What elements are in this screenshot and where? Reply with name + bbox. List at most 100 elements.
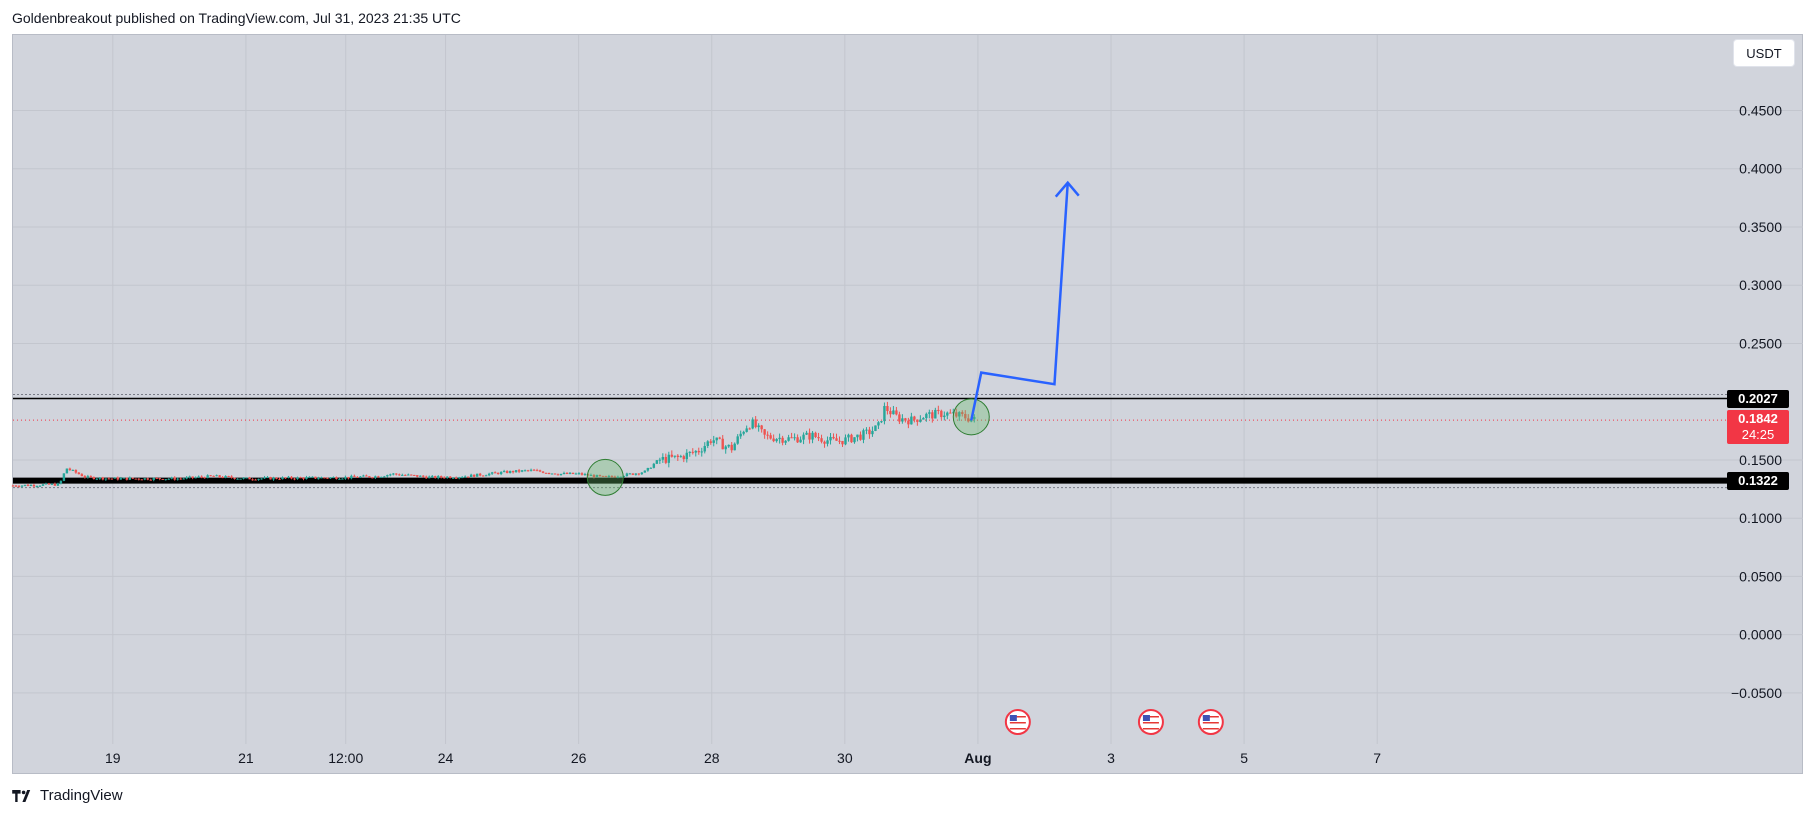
chart-pane[interactable]: [12, 34, 1803, 774]
candle-body: [523, 470, 527, 472]
candle-body: [670, 454, 674, 457]
candle-body: [877, 422, 880, 426]
candle-body: [631, 473, 635, 475]
candle-body: [682, 456, 685, 460]
candle-body: [164, 479, 167, 481]
candle-body: [943, 415, 946, 418]
y-tick-label: 0.3000: [1739, 277, 1782, 293]
candle-body: [350, 475, 353, 479]
candle-body: [410, 474, 413, 476]
candle-body: [718, 437, 721, 439]
candle-body: [284, 477, 287, 479]
candle-body: [80, 474, 84, 477]
candle-body: [703, 445, 706, 452]
candle-body: [676, 455, 679, 457]
candle-body: [655, 460, 659, 464]
candle-body: [802, 434, 805, 440]
candle-body: [892, 410, 895, 415]
candle-body: [640, 472, 644, 475]
candle-body: [239, 478, 242, 480]
y-tick-label: 0.4500: [1739, 102, 1782, 118]
candle-body: [137, 478, 140, 480]
candle-body: [643, 470, 647, 473]
x-tick-label: 24: [438, 750, 454, 766]
candle-body: [173, 477, 176, 480]
candle-body: [155, 477, 158, 479]
candle-body: [362, 475, 365, 477]
candle-body: [149, 479, 152, 481]
candle-body: [511, 470, 515, 473]
candle-body: [317, 478, 320, 480]
candle-body: [245, 477, 248, 479]
candle-body: [110, 478, 114, 480]
candle-body: [544, 472, 548, 474]
candle-body: [514, 470, 518, 473]
candle-body: [62, 473, 66, 481]
candle-body: [146, 478, 149, 480]
candle-body: [529, 469, 533, 471]
candle-body: [314, 476, 317, 479]
candle-body: [469, 474, 473, 478]
candle-body: [41, 484, 45, 486]
candle-body: [475, 473, 479, 477]
candle-body: [928, 412, 931, 414]
candle-body: [56, 483, 60, 486]
candle-body: [116, 477, 120, 480]
candle-body: [715, 437, 718, 441]
candle-body: [401, 474, 404, 476]
candle-body: [538, 470, 542, 472]
candle-body: [649, 467, 653, 469]
candle-body: [293, 478, 296, 480]
arrow-head-icon: [1054, 180, 1080, 198]
candle-body: [664, 456, 668, 463]
candle-body: [71, 469, 75, 471]
candle-body: [871, 430, 874, 435]
candle-body: [961, 412, 964, 414]
candle-body: [419, 475, 422, 477]
candle-body: [416, 475, 419, 477]
candle-body: [269, 477, 272, 480]
candle-body: [559, 473, 563, 475]
candle-body: [925, 413, 928, 419]
candle-body: [335, 477, 338, 479]
x-tick-label: 12:00: [328, 750, 363, 766]
candle-body: [826, 440, 829, 444]
candle-body: [763, 429, 766, 435]
candle-body: [329, 477, 332, 479]
candle-body: [526, 470, 530, 472]
candle-body: [218, 475, 221, 478]
candle-body: [916, 419, 919, 422]
candle-body: [20, 485, 24, 487]
candle-body: [236, 478, 239, 480]
candle-body: [167, 478, 170, 480]
candle-body: [404, 474, 407, 476]
candle-body: [95, 478, 99, 480]
candle-body: [934, 409, 937, 419]
candle-body: [484, 475, 488, 477]
candle-body: [856, 434, 859, 438]
price-chart[interactable]: 0.4500 0.4000 0.3500 0.3000 0.2500 0.1500 0.10…: [0, 0, 1815, 780]
candle-body: [811, 432, 814, 440]
candle-body: [140, 479, 143, 481]
candle-body: [592, 474, 596, 478]
candle-body: [604, 475, 608, 477]
candle-body: [449, 476, 452, 478]
candle-body: [101, 477, 105, 480]
candle-body: [832, 436, 835, 439]
candle-body: [658, 459, 662, 461]
candle-body: [74, 469, 78, 473]
candle-body: [89, 476, 93, 478]
candle-body: [712, 440, 715, 443]
candle-body: [889, 411, 892, 415]
y-tick-label: 0.1500: [1739, 452, 1782, 468]
currency-button[interactable]: USDT: [1733, 39, 1795, 67]
candle-body: [14, 485, 18, 487]
candle-body: [772, 438, 775, 442]
candle-body: [365, 475, 368, 477]
candle-body: [440, 476, 443, 478]
candle-body: [628, 473, 632, 475]
level-price-label: 0.1322: [1727, 471, 1789, 490]
candle-body: [203, 477, 206, 479]
y-tick-label: 0.0000: [1739, 627, 1782, 643]
candle-body: [694, 450, 697, 453]
